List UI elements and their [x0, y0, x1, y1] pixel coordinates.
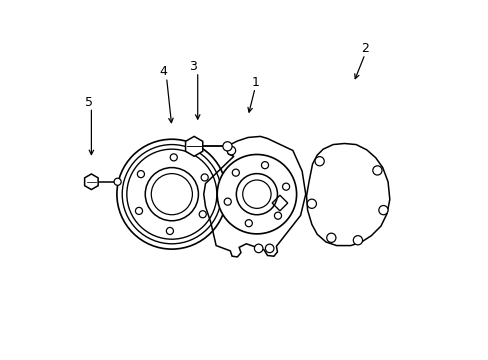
Polygon shape — [185, 136, 203, 156]
Text: 5: 5 — [84, 95, 92, 108]
Circle shape — [117, 139, 226, 249]
Circle shape — [254, 244, 263, 253]
Circle shape — [353, 236, 362, 245]
Circle shape — [236, 174, 277, 215]
Circle shape — [282, 183, 289, 190]
Circle shape — [135, 207, 142, 215]
Circle shape — [265, 244, 273, 253]
Circle shape — [145, 168, 198, 221]
Polygon shape — [84, 174, 98, 190]
Circle shape — [245, 220, 252, 227]
Circle shape — [326, 233, 335, 242]
Circle shape — [166, 228, 173, 234]
Circle shape — [122, 145, 221, 244]
Circle shape — [242, 180, 270, 208]
Circle shape — [137, 171, 144, 177]
Text: 1: 1 — [251, 76, 259, 89]
Circle shape — [126, 149, 216, 239]
Circle shape — [151, 174, 192, 215]
Text: 3: 3 — [189, 60, 197, 73]
Text: 2: 2 — [360, 42, 368, 55]
Text: 4: 4 — [159, 66, 166, 78]
Circle shape — [274, 212, 281, 219]
Circle shape — [378, 206, 387, 215]
Circle shape — [261, 162, 268, 169]
Circle shape — [199, 211, 206, 218]
Circle shape — [314, 157, 324, 166]
Circle shape — [306, 199, 316, 208]
Circle shape — [170, 154, 177, 161]
Circle shape — [224, 198, 231, 205]
Circle shape — [372, 166, 381, 175]
Circle shape — [114, 178, 121, 185]
Circle shape — [226, 146, 235, 155]
Circle shape — [217, 154, 296, 234]
Circle shape — [201, 174, 208, 181]
Circle shape — [223, 142, 232, 151]
Circle shape — [232, 169, 239, 176]
